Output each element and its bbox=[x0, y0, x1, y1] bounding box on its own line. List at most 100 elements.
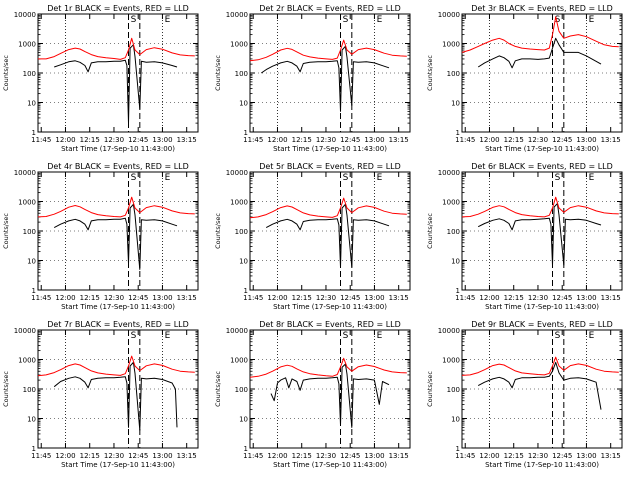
x-tick-label: 13:00 bbox=[152, 294, 172, 302]
y-axis-label: Counts/sec bbox=[2, 371, 10, 407]
chart-panel-1: 1 10 100 1000 10000 11:45 12:00 12:15 12:30 12:45… bbox=[2, 4, 199, 153]
y-axis-label: Counts/sec bbox=[214, 55, 222, 91]
start-marker-label: S bbox=[555, 173, 561, 183]
end-marker-label: E bbox=[377, 173, 383, 183]
y-tick-label: 1 bbox=[456, 129, 460, 137]
start-marker-label: S bbox=[131, 15, 137, 25]
series-line-lld bbox=[249, 39, 407, 62]
y-tick-label: 10 bbox=[239, 100, 248, 108]
y-tick-label: 1000 bbox=[442, 41, 460, 49]
y-tick-label: 1000 bbox=[442, 357, 460, 365]
series-line-events bbox=[477, 37, 602, 69]
x-tick-label: 11:45 bbox=[31, 294, 51, 302]
x-tick-label: 12:15 bbox=[80, 452, 100, 460]
x-tick-label: 12:45 bbox=[340, 136, 360, 144]
y-tick-label: 100 bbox=[23, 70, 36, 78]
y-tick-label: 1 bbox=[456, 287, 460, 295]
end-marker-label: E bbox=[165, 331, 171, 341]
y-tick-label: 10 bbox=[239, 416, 248, 424]
x-tick-label: 13:15 bbox=[601, 136, 621, 144]
y-tick-label: 1 bbox=[244, 129, 248, 137]
chart-title: Det 8r BLACK = Events, RED = LLD bbox=[259, 320, 401, 329]
y-tick-label: 10000 bbox=[438, 327, 460, 335]
end-marker-label: E bbox=[589, 331, 595, 341]
y-tick-label: 1000 bbox=[442, 199, 460, 207]
y-axis-label: Counts/sec bbox=[214, 213, 222, 249]
x-tick-label: 12:45 bbox=[552, 294, 572, 302]
y-tick-label: 10000 bbox=[438, 169, 460, 177]
series-line-events bbox=[477, 361, 602, 410]
chart-title: Det 6r BLACK = Events, RED = LLD bbox=[471, 162, 613, 171]
series-line-events bbox=[54, 44, 178, 124]
x-tick-label: 12:30 bbox=[104, 452, 124, 460]
x-tick-label: 12:15 bbox=[292, 294, 312, 302]
chart-panel-6: 1 10 100 1000 10000 11:45 12:00 12:15 12:30 12:45… bbox=[426, 162, 623, 311]
series-line-lld bbox=[461, 196, 619, 218]
x-tick-label: 12:30 bbox=[316, 452, 336, 460]
x-tick-label: 13:00 bbox=[576, 136, 596, 144]
start-marker-label: S bbox=[343, 331, 349, 341]
x-axis-label: Start Time (17-Sep-10 11:43:00) bbox=[273, 145, 387, 153]
x-tick-label: 12:30 bbox=[528, 452, 548, 460]
start-marker-label: S bbox=[555, 331, 561, 341]
y-tick-label: 100 bbox=[447, 228, 460, 236]
y-tick-label: 100 bbox=[235, 70, 248, 78]
chart-panel-2: 1 10 100 1000 10000 11:45 12:00 12:15 12:30 12:45… bbox=[214, 4, 411, 153]
y-axis-label: Counts/sec bbox=[426, 213, 434, 249]
y-tick-label: 10 bbox=[27, 416, 36, 424]
x-tick-label: 11:45 bbox=[455, 294, 475, 302]
x-tick-label: 13:15 bbox=[177, 136, 197, 144]
x-tick-label: 12:45 bbox=[128, 136, 148, 144]
series-line-events bbox=[53, 361, 178, 431]
x-tick-label: 13:00 bbox=[152, 452, 172, 460]
chart-panel-7: 1 10 100 1000 10000 11:45 12:00 12:15 12:30 12:45… bbox=[2, 320, 199, 469]
series-line-events bbox=[265, 203, 390, 268]
x-tick-label: 12:45 bbox=[340, 452, 360, 460]
x-axis-label: Start Time (17-Sep-10 11:43:00) bbox=[61, 461, 175, 469]
series-line-lld bbox=[461, 16, 619, 53]
y-tick-label: 10 bbox=[27, 100, 36, 108]
y-tick-label: 1000 bbox=[18, 199, 36, 207]
x-axis-label: Start Time (17-Sep-10 11:43:00) bbox=[273, 461, 387, 469]
x-tick-label: 12:45 bbox=[552, 136, 572, 144]
y-tick-label: 1 bbox=[244, 287, 248, 295]
y-tick-label: 10 bbox=[27, 258, 36, 266]
x-tick-label: 12:30 bbox=[528, 136, 548, 144]
x-tick-label: 12:00 bbox=[55, 136, 75, 144]
y-tick-label: 10 bbox=[451, 258, 460, 266]
y-tick-label: 1 bbox=[456, 445, 460, 453]
series-line-events bbox=[261, 45, 390, 112]
x-tick-label: 12:00 bbox=[479, 294, 499, 302]
y-tick-label: 10 bbox=[239, 258, 248, 266]
y-tick-label: 10000 bbox=[14, 169, 36, 177]
chart-title: Det 5r BLACK = Events, RED = LLD bbox=[259, 162, 401, 171]
end-marker-label: E bbox=[165, 173, 171, 183]
chart-panel-8: 1 10 100 1000 10000 11:45 12:00 12:15 12:30 12:45… bbox=[214, 320, 411, 469]
y-axis-label: Counts/sec bbox=[2, 55, 10, 91]
x-tick-label: 11:45 bbox=[243, 452, 263, 460]
chart-title: Det 2r BLACK = Events, RED = LLD bbox=[259, 4, 401, 13]
y-tick-label: 10000 bbox=[226, 327, 248, 335]
y-tick-label: 10000 bbox=[226, 169, 248, 177]
y-tick-label: 1 bbox=[244, 445, 248, 453]
x-tick-label: 12:45 bbox=[128, 452, 148, 460]
start-marker-label: S bbox=[343, 15, 349, 25]
y-tick-label: 10 bbox=[451, 100, 460, 108]
x-tick-label: 12:15 bbox=[504, 136, 524, 144]
series-line-lld bbox=[249, 357, 407, 378]
x-tick-label: 13:15 bbox=[177, 452, 197, 460]
x-axis-label: Start Time (17-Sep-10 11:43:00) bbox=[485, 303, 599, 311]
x-tick-label: 13:15 bbox=[389, 294, 409, 302]
x-tick-label: 12:45 bbox=[552, 452, 572, 460]
x-tick-label: 12:00 bbox=[55, 294, 75, 302]
x-axis-label: Start Time (17-Sep-10 11:43:00) bbox=[61, 303, 175, 311]
y-axis-label: Counts/sec bbox=[426, 371, 434, 407]
x-tick-label: 13:15 bbox=[601, 452, 621, 460]
series-line-lld bbox=[37, 355, 195, 377]
y-tick-label: 10 bbox=[451, 416, 460, 424]
x-tick-label: 12:15 bbox=[292, 136, 312, 144]
chart-panel-5: 1 10 100 1000 10000 11:45 12:00 12:15 12:30 12:45… bbox=[214, 162, 411, 311]
y-tick-label: 10000 bbox=[438, 11, 460, 19]
x-tick-label: 12:30 bbox=[528, 294, 548, 302]
x-tick-label: 13:00 bbox=[152, 136, 172, 144]
